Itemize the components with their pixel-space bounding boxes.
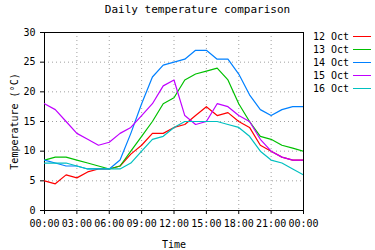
svg-text:00:00: 00:00: [29, 218, 59, 229]
html-text:Daily temperature comparison: Daily temperature comparison: [104, 3, 291, 16]
svg-text:0: 0: [29, 205, 35, 216]
svg-text:5: 5: [29, 175, 35, 186]
svg-text:06:00: 06:00: [94, 218, 124, 229]
svg-text:15:00: 15:00: [191, 218, 221, 229]
svg-text:12:00: 12:00: [159, 218, 189, 229]
svg-text:00:00: 00:00: [288, 218, 318, 229]
svg-text:18:00: 18:00: [224, 218, 254, 229]
svg-text:30: 30: [23, 27, 35, 38]
svg-text:03:00: 03:00: [62, 218, 92, 229]
svg-text:Temperature (°C): Temperature (°C): [9, 73, 20, 169]
html-text:13 Oct: 13 Oct: [312, 44, 349, 55]
html-text:16 Oct: 16 Oct: [312, 83, 349, 94]
svg-text:25: 25: [23, 56, 35, 67]
svg-text:21:00: 21:00: [256, 218, 286, 229]
html-text:15 Oct: 15 Oct: [312, 70, 349, 81]
svg-text:20: 20: [23, 86, 35, 97]
svg-text:Time: Time: [162, 239, 186, 250]
svg-text:09:00: 09:00: [127, 218, 157, 229]
html-text:14 Oct: 14 Oct: [312, 57, 349, 68]
html-text:12 Oct: 12 Oct: [312, 31, 349, 42]
svg-text:10: 10: [23, 145, 35, 156]
svg-text:15: 15: [23, 116, 35, 127]
